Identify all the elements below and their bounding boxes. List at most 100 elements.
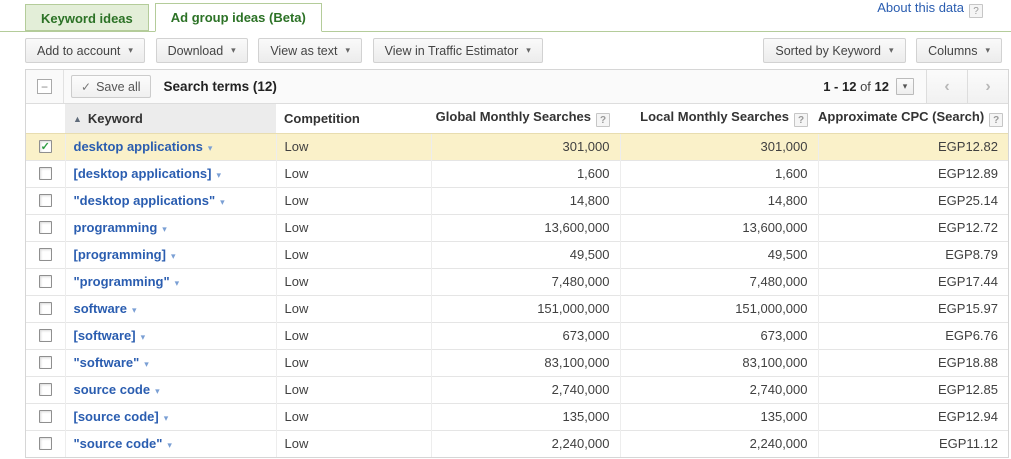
keyword-dropdown-icon[interactable]: ▾ [155, 386, 160, 396]
global-searches-cell: 135,000 [430, 402, 620, 430]
previous-page-button[interactable]: ‹ [926, 70, 967, 103]
columns-label: Columns [928, 43, 978, 58]
global-searches-cell: 49,500 [430, 240, 620, 268]
local-searches-column-header[interactable]: Local Monthly Searches? [620, 104, 818, 133]
page-size-dropdown[interactable]: ▾ [896, 78, 914, 95]
keyword-link[interactable]: [source code] [73, 409, 159, 424]
sort-ascending-icon: ▲ [73, 113, 82, 124]
keyword-link[interactable]: "programming" [73, 274, 170, 289]
global-searches-column-header[interactable]: Global Monthly Searches? [431, 104, 620, 133]
sorted-by-button[interactable]: Sorted by Keyword ▾ [763, 38, 906, 63]
global-searches-cell: 83,100,000 [430, 348, 620, 376]
row-checkbox[interactable] [38, 275, 52, 288]
keyword-cell: [software] ▾ [64, 321, 276, 349]
row-select-cell [26, 348, 65, 376]
keyword-cell: "programming" ▾ [64, 267, 276, 295]
row-checkbox[interactable] [38, 437, 52, 451]
local-searches-cell: 2,240,000 [619, 429, 818, 457]
local-searches-cell: 13,600,000 [619, 213, 818, 241]
cpc-column-header[interactable]: Approximate CPC (Search)? [818, 104, 1008, 133]
keyword-dropdown-icon[interactable]: ▾ [131, 305, 137, 315]
row-checkbox[interactable] [38, 248, 52, 261]
keyword-link[interactable]: [software] [73, 328, 136, 343]
view-as-text-button[interactable]: View as text ▾ [258, 38, 363, 63]
tab-ad-group-ideas[interactable]: Ad group ideas (Beta) [154, 3, 322, 32]
about-this-data-link[interactable]: About this data [877, 0, 964, 15]
local-searches-cell: 7,480,000 [619, 267, 818, 295]
keyword-cell: programming ▾ [64, 213, 276, 241]
table-row: software ▾ Low 151,000,000 151,000,000 EG… [26, 294, 1008, 322]
competition-column-header[interactable]: Competition [276, 104, 431, 133]
keyword-column-header[interactable]: ▲ Keyword [65, 104, 276, 133]
view-in-traffic-estimator-button[interactable]: View in Traffic Estimator ▾ [372, 38, 543, 63]
pagination: 1 - 12 of 12 ▾ ‹ › [823, 70, 1008, 103]
competition-cell: Low [275, 375, 431, 403]
keyword-link[interactable]: "software" [73, 355, 140, 370]
divider [63, 70, 64, 103]
competition-cell: Low [275, 429, 431, 457]
keyword-dropdown-icon[interactable]: ▾ [144, 359, 149, 369]
row-checkbox[interactable] [38, 410, 52, 423]
table-row: ✓ desktop applications ▾ Low 301,000 301,… [26, 132, 1008, 160]
keyword-link[interactable]: desktop applications [73, 139, 203, 154]
competition-cell: Low [275, 267, 431, 295]
table-row: source code ▾ Low 2,740,000 2,740,000 EGP… [26, 375, 1008, 403]
row-checkbox[interactable] [38, 167, 52, 180]
next-page-button[interactable]: › [967, 70, 1008, 103]
keyword-link[interactable]: [programming] [73, 247, 166, 262]
keyword-cell: source code ▾ [64, 375, 276, 403]
row-select-cell [26, 240, 65, 268]
collapse-all-checkbox[interactable]: − [37, 79, 52, 94]
keyword-dropdown-icon[interactable]: ▾ [216, 170, 221, 180]
download-button[interactable]: Download ▾ [155, 38, 248, 63]
help-icon[interactable]: ? [989, 113, 1004, 128]
keyword-dropdown-icon[interactable]: ▾ [220, 197, 225, 207]
save-all-button[interactable]: ✓ Save all [71, 75, 151, 98]
keyword-dropdown-icon[interactable]: ▾ [140, 332, 146, 342]
global-searches-cell: 7,480,000 [430, 267, 620, 295]
keyword-link[interactable]: [desktop applications] [73, 166, 212, 181]
keyword-dropdown-icon[interactable]: ▾ [163, 413, 169, 423]
table-row: "desktop applications" ▾ Low 14,800 14,80… [26, 186, 1008, 214]
help-icon[interactable]: ? [596, 113, 610, 128]
competition-cell: Low [275, 240, 431, 268]
tab-bar: Keyword ideas Ad group ideas (Beta) [0, 3, 1011, 32]
help-icon[interactable]: ? [969, 4, 983, 18]
cpc-cell: EGP12.94 [817, 402, 1008, 430]
chevron-down-icon: ▾ [128, 45, 133, 55]
keyword-link[interactable]: "desktop applications" [73, 193, 216, 208]
competition-cell: Low [275, 213, 431, 241]
sorted-by-label: Sorted by Keyword [775, 43, 881, 58]
keyword-dropdown-icon[interactable]: ▾ [207, 143, 213, 153]
columns-button[interactable]: Columns ▾ [916, 38, 1002, 63]
keyword-link[interactable]: "source code" [73, 436, 163, 452]
keyword-cell: [source code] ▾ [64, 402, 276, 430]
row-checkbox[interactable] [38, 194, 52, 207]
global-searches-cell: 2,740,000 [430, 375, 620, 403]
keyword-dropdown-icon[interactable]: ▾ [167, 440, 172, 451]
tab-keyword-ideas[interactable]: Keyword ideas [25, 4, 149, 31]
row-checkbox[interactable] [38, 221, 52, 234]
add-to-account-button[interactable]: Add to account ▾ [25, 38, 145, 63]
list-header-bar: − ✓ Save all Search terms (12) 1 - 12 of… [26, 70, 1008, 104]
row-select-cell [26, 429, 65, 457]
cpc-cell: EGP18.88 [817, 348, 1008, 376]
row-select-cell [26, 402, 65, 430]
row-checkbox[interactable] [38, 356, 52, 369]
keyword-dropdown-icon[interactable]: ▾ [162, 224, 167, 234]
keyword-dropdown-icon[interactable]: ▾ [174, 278, 180, 288]
keyword-link[interactable]: source code [73, 382, 151, 397]
row-checkbox[interactable] [38, 302, 52, 315]
row-checkbox[interactable] [38, 329, 52, 342]
toolbar-right-group: Sorted by Keyword ▾ Columns ▾ [763, 38, 1002, 63]
pagination-range-value: 1 - 12 [823, 79, 857, 94]
help-icon[interactable]: ? [794, 113, 808, 128]
keyword-link[interactable]: programming [73, 220, 158, 235]
chevron-down-icon: ▾ [888, 45, 894, 55]
keyword-dropdown-icon[interactable]: ▾ [170, 251, 176, 261]
row-select-cell [26, 159, 65, 187]
competition-cell: Low [275, 294, 431, 322]
row-checkbox[interactable] [38, 383, 52, 396]
keyword-link[interactable]: software [73, 301, 127, 316]
row-checkbox[interactable]: ✓ [38, 140, 52, 153]
